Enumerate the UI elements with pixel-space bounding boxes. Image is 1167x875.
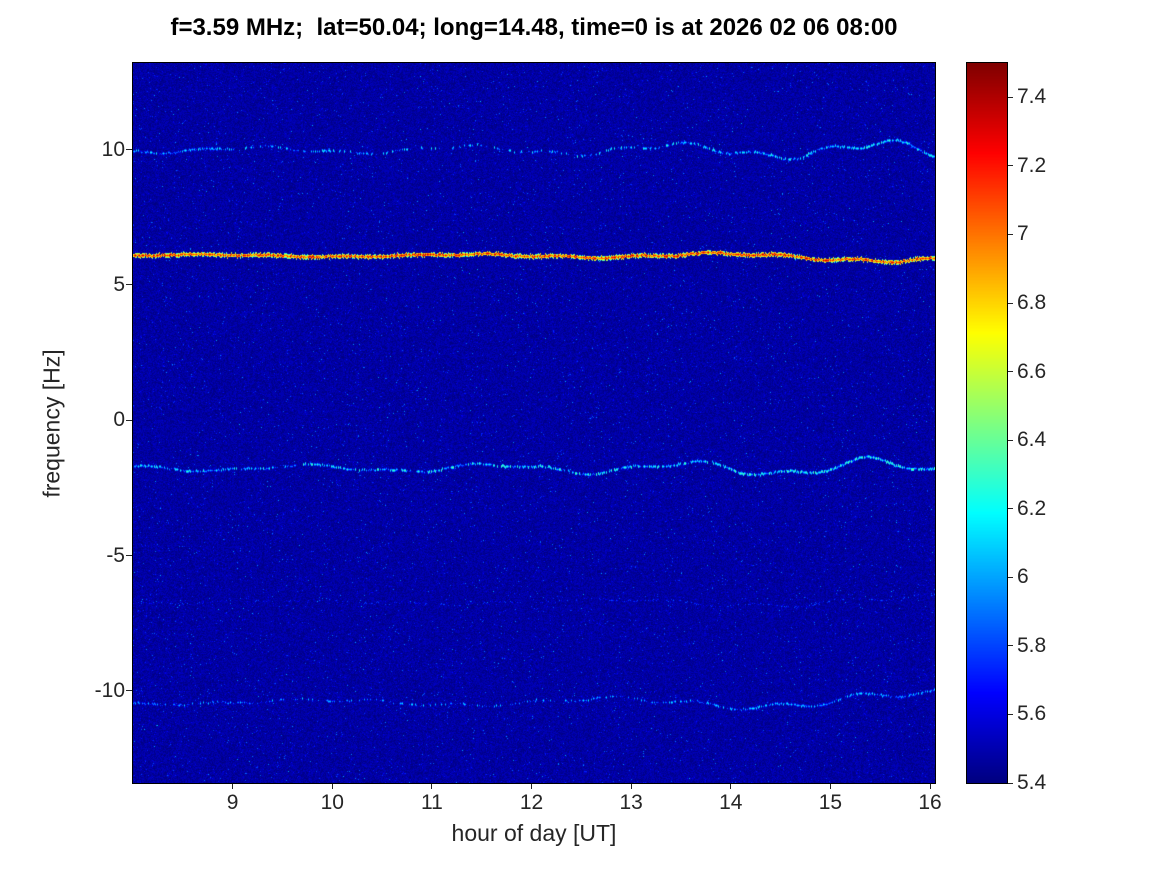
y-tick-label: 10 — [101, 137, 125, 161]
x-tick-mark — [431, 784, 433, 789]
colorbar-tick-mark — [1008, 96, 1013, 98]
chart-title: f=3.59 MHz; lat=50.04; long=14.48, time=… — [170, 14, 898, 41]
colorbar-tick-label: 5.6 — [1017, 702, 1047, 726]
colorbar-tick-mark — [1008, 782, 1013, 784]
y-tick-mark — [126, 690, 132, 692]
colorbar-gradient — [967, 63, 1007, 783]
y-tick-label: -5 — [106, 543, 125, 567]
colorbar-tick-mark — [1008, 508, 1013, 510]
colorbar-tick-mark — [1008, 302, 1013, 304]
colorbar-tick-mark — [1008, 645, 1013, 647]
colorbar-tick-label: 6.2 — [1017, 496, 1047, 520]
x-tick-mark — [232, 784, 234, 789]
colorbar-tick-label: 7.4 — [1017, 85, 1047, 109]
x-tick-mark — [730, 784, 732, 789]
colorbar-tick-mark — [1008, 233, 1013, 235]
spectrogram-heatmap — [133, 63, 935, 783]
x-tick-mark — [829, 784, 831, 789]
x-tick-label: 15 — [818, 791, 843, 814]
y-tick-label: 0 — [113, 408, 125, 432]
colorbar-tick-label: 5.8 — [1017, 633, 1047, 657]
y-tick-mark — [126, 149, 132, 151]
y-tick-label: -10 — [94, 678, 125, 702]
colorbar-tick-mark — [1008, 576, 1013, 578]
y-tick-mark — [126, 555, 132, 557]
colorbar-tick-mark — [1008, 371, 1013, 373]
colorbar-tick-label: 6.8 — [1017, 291, 1047, 314]
x-tick-label: 13 — [619, 791, 643, 814]
colorbar-tick-label: 6.4 — [1017, 428, 1047, 452]
colorbar-tick-mark — [1008, 713, 1013, 715]
colorbar-tick-label: 6 — [1017, 565, 1029, 589]
colorbar-tick-label: 7 — [1017, 222, 1029, 246]
colorbar — [966, 62, 1008, 784]
x-tick-label: 10 — [320, 791, 344, 814]
y-axis-label: frequency [Hz] — [38, 349, 65, 498]
plot-area — [132, 62, 936, 784]
x-tick-mark — [331, 784, 333, 789]
x-tick-mark — [929, 784, 931, 789]
colorbar-tick-label: 5.4 — [1017, 771, 1047, 794]
y-tick-label: 5 — [113, 272, 125, 296]
colorbar-tick-mark — [1008, 165, 1013, 167]
x-tick-label: 12 — [519, 791, 544, 814]
x-tick-mark — [630, 784, 632, 789]
x-tick-label: 14 — [719, 791, 743, 814]
colorbar-tick-label: 6.6 — [1017, 359, 1047, 383]
x-tick-label: 11 — [420, 791, 443, 814]
x-tick-label: 16 — [918, 791, 942, 814]
x-tick-label: 9 — [226, 791, 239, 814]
x-axis-label: hour of day [UT] — [451, 820, 617, 846]
colorbar-tick-mark — [1008, 439, 1013, 441]
y-tick-mark — [126, 284, 132, 286]
colorbar-tick-label: 7.2 — [1017, 153, 1047, 177]
x-tick-mark — [531, 784, 532, 789]
y-tick-mark — [126, 419, 132, 421]
